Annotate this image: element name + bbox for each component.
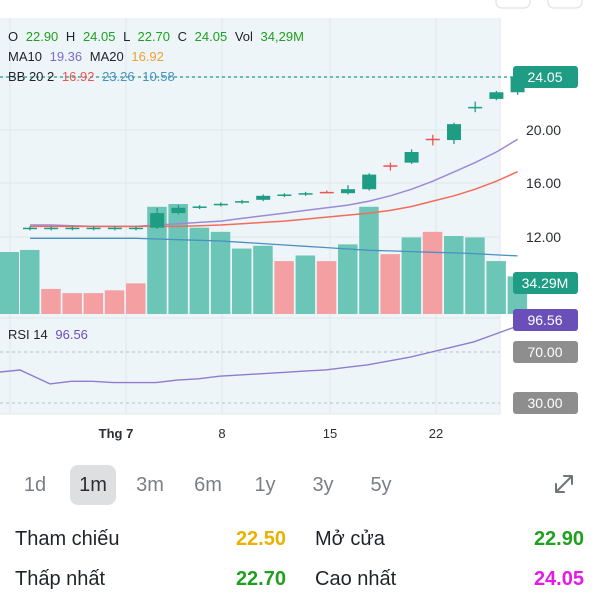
toolbar-button[interactable] [547,0,583,9]
candle-body [192,206,207,208]
volume-bar [465,237,485,314]
candle-body [489,92,504,99]
volume-bar [0,252,19,314]
candle-body [256,195,271,200]
candle-body [65,227,80,230]
x-tick-label: 22 [429,426,443,441]
ma20-line [30,171,518,228]
candle-body [319,191,334,194]
volume-bar [126,283,146,314]
high-label: Cao nhất [315,568,397,590]
volume-bar [232,248,252,314]
x-tick-label: 8 [218,426,225,441]
candle-body [86,227,101,230]
rsi-line [0,317,538,385]
candle-body [425,138,440,141]
candle-body [107,227,122,230]
volume-bar [147,206,167,314]
ref-label: Tham chiếu [15,528,120,550]
volume-bar [338,244,358,314]
x-tick-label: Thg 7 [99,426,134,441]
volume-bar [316,261,337,314]
volume-bar [189,227,210,314]
candle-body [171,207,186,214]
axis-labels: 12.00 16.00 20.00 Thg 7 8 15 22 [99,122,562,441]
rsi-line-path [0,317,538,385]
volume-bar [83,293,104,314]
volume-bar [20,249,40,314]
volume-bar [401,237,422,314]
y-tick-label: 20.00 [526,122,561,138]
indicator-lines [30,138,518,257]
volume-bar [444,236,464,314]
candle-body [23,227,37,230]
ma-legend: MA10 19.36 MA20 16.92 [8,49,164,64]
volume-bar [210,231,231,314]
tf-5y[interactable]: 5y [370,474,392,496]
y-tick-label: 16.00 [526,175,561,191]
candle-body [383,165,398,167]
ref-value: 22.50 [235,528,286,550]
volume-bar [422,231,443,314]
bb-legend: BB 20 2 16.92 23.26 10.58 [8,69,175,84]
volume-bar [359,206,379,314]
candle-body [213,203,228,206]
tf-3y[interactable]: 3y [312,474,334,496]
price-badge-bg [513,66,578,88]
rsi-badge: 96.56 [527,312,562,328]
candle-body [150,213,165,228]
candle-body [404,152,419,163]
ohlc-legend: O 22.90 H 24.05 L 22.70 C 24.05 Vol 34,2… [8,29,304,44]
rsi30-badge-bg [513,392,578,414]
candle-body [447,124,461,141]
volume-bar [168,204,188,314]
candle-body [44,227,59,230]
rsi-badge-bg [513,309,578,331]
candle-body [362,174,377,190]
tf-1d[interactable]: 1d [23,474,47,496]
volume-bar [253,245,273,314]
volume-bar [274,261,294,314]
volume-badge: 34.29M [522,275,569,291]
candle-body [277,194,292,197]
expand-icon[interactable] [548,468,580,500]
candle-body [468,106,483,109]
volume-bar [295,255,316,314]
volume-badge-bg [513,272,578,294]
rsi-legend: RSI 14 96.56 [8,327,88,342]
volume-bar [41,288,61,314]
volume-bar [380,254,400,314]
volume-bars [0,204,528,314]
tf-1y[interactable]: 1y [254,474,276,496]
low-label: Thấp nhất [15,568,106,590]
candle-body [298,193,313,195]
open-label: Mở cửa [315,528,385,550]
low-value: 22.70 [235,568,286,590]
tf-3m[interactable]: 3m [136,474,164,496]
x-tick-label: 15 [323,426,337,441]
high-value: 24.05 [533,568,584,590]
price-badge: 24.05 [527,69,562,85]
candle-body [129,227,143,230]
price-chart[interactable]: 12.00 16.00 20.00 Thg 7 8 15 22 24.05 34.29M 96.… [0,0,600,460]
toolbar-button[interactable] [495,0,531,9]
volume-bar [104,290,125,314]
rsi30-badge: 30.00 [527,395,562,411]
rsi70-badge-bg [513,341,578,363]
y-tick-label: 12.00 [526,229,561,245]
volume-bar [486,261,506,314]
value-badges: 24.05 34.29M 96.56 70.00 30.00 [513,66,578,414]
tf-6m[interactable]: 6m [194,474,222,496]
open-value: 22.90 [533,528,584,550]
rsi-pane-bg [0,318,500,414]
tf-1m[interactable]: 1m [70,465,116,505]
bb-lower-line [30,237,518,257]
candle-body [341,189,355,194]
rsi70-badge: 70.00 [527,344,562,360]
volume-bar [62,293,82,314]
candle-body [235,201,249,203]
